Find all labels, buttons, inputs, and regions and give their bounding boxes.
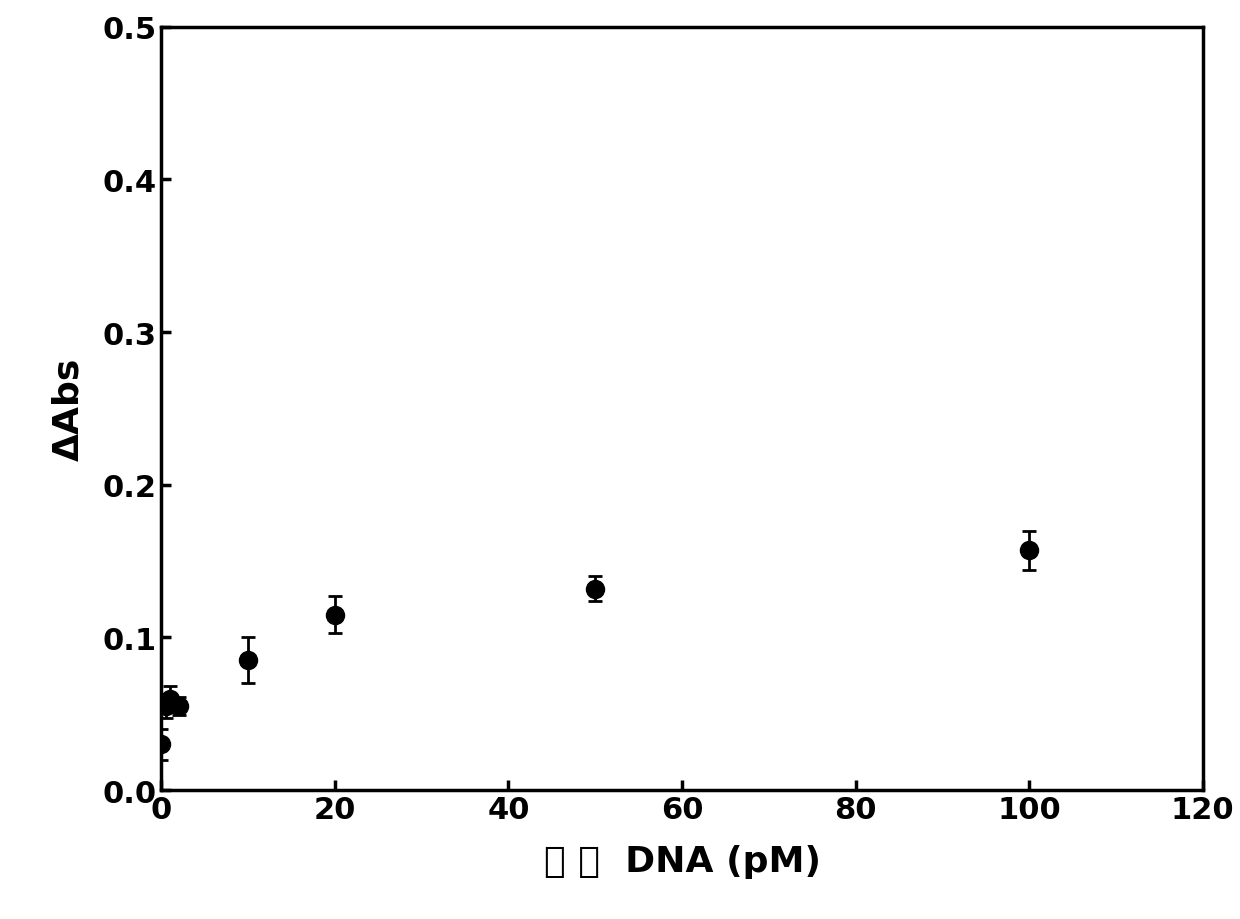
Y-axis label: ΔAbs: ΔAbs (52, 357, 86, 460)
X-axis label: 目 标  DNA (pM): 目 标 DNA (pM) (543, 844, 821, 878)
